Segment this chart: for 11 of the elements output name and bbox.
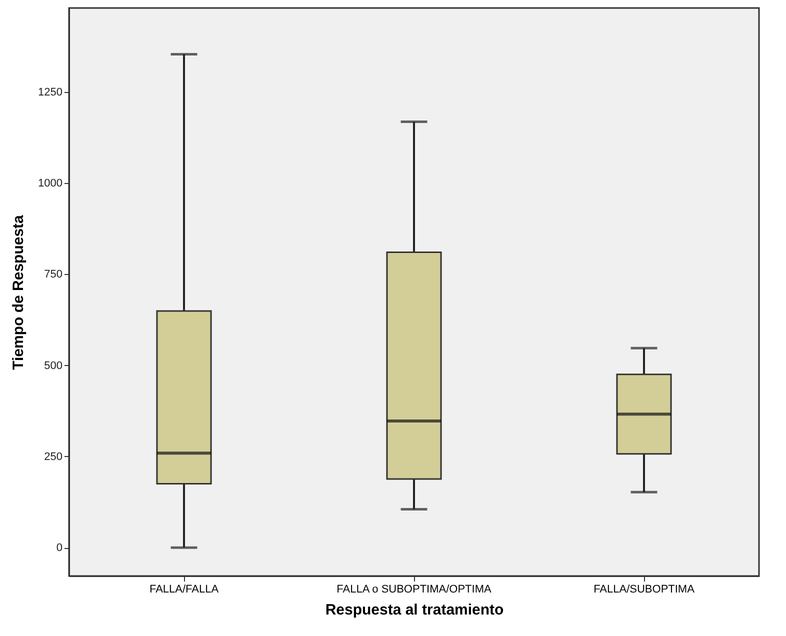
- x-axis-title: Respuesta al tratamiento: [325, 602, 504, 618]
- x-tick-label: FALLA/FALLA: [149, 584, 220, 596]
- y-tick-label: 1000: [38, 177, 62, 190]
- y-tick-label: 750: [44, 268, 62, 281]
- y-axis-title: Tiempo de Respuesta: [10, 214, 28, 370]
- x-tick-label: FALLA/SUBOPTIMA: [594, 584, 696, 596]
- y-tick-label: 250: [44, 450, 62, 463]
- x-tick-label: FALLA o SUBOPTIMA/OPTIMA: [336, 584, 492, 596]
- y-tick-label: 500: [44, 360, 62, 372]
- y-tick-label: 0: [56, 542, 62, 554]
- y-tick-label: 1250: [38, 86, 62, 98]
